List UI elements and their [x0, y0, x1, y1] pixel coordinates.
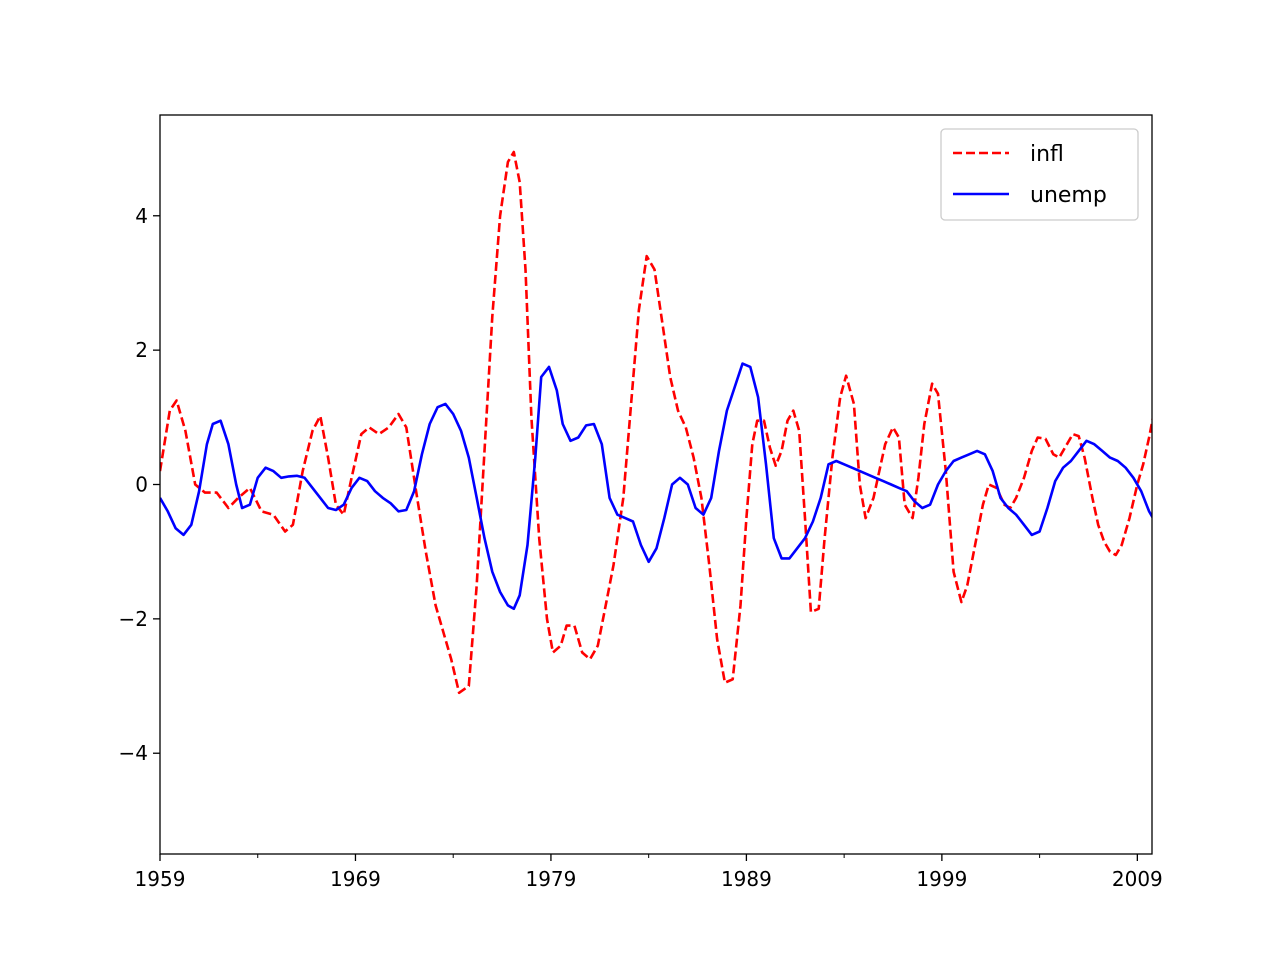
x-tick-label: 2009: [1112, 867, 1163, 891]
y-tick-label: −4: [119, 741, 148, 765]
x-tick-label: 1999: [916, 867, 967, 891]
legend: infl unemp: [940, 128, 1139, 221]
y-tick-label: −2: [119, 607, 148, 631]
series-layer: [160, 150, 1152, 695]
x-tick-label: 1969: [330, 867, 381, 891]
x-tick-label: 1989: [721, 867, 772, 891]
legend-label-infl: infl: [1030, 142, 1064, 167]
x-axis: 1959 1969 1979 1989 1999 2009: [135, 854, 1163, 891]
y-tick-label: 0: [135, 473, 148, 497]
series-line-infl: [160, 150, 1152, 695]
legend-box: [940, 128, 1139, 221]
y-tick-label: 2: [135, 338, 148, 362]
x-tick-label: 1959: [135, 867, 186, 891]
y-axis: −4 −2 0 2 4: [119, 204, 160, 765]
legend-label-unemp: unemp: [1030, 183, 1107, 208]
series-line-unemp: [160, 362, 1152, 611]
y-tick-label: 4: [135, 204, 148, 228]
x-tick-label: 1979: [525, 867, 576, 891]
